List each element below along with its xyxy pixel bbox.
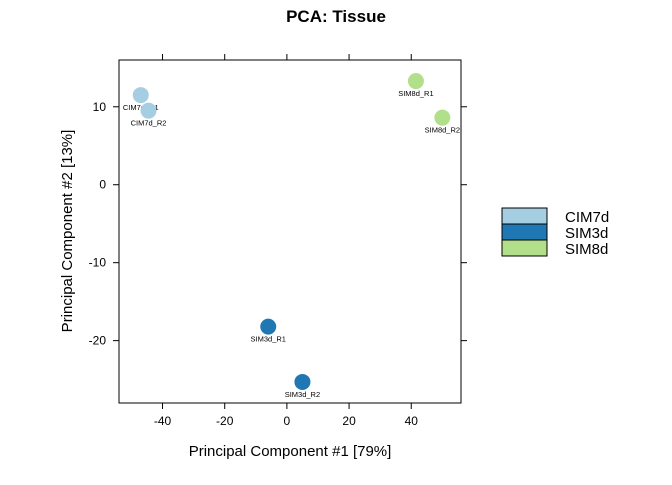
data-point [140,102,157,119]
x-tick-label: -40 [154,414,172,428]
data-point [407,73,424,90]
data-point [260,318,277,335]
point-label: SIM8d_R2 [425,126,460,135]
y-tick-label: 0 [99,178,106,192]
y-tick-label: -20 [89,334,107,348]
plot-frame [118,59,462,404]
data-point [294,373,311,390]
x-tick-label: 0 [284,414,291,428]
point-label: CIM7d_R1 [123,103,159,112]
legend-label: SIM3d [565,225,608,242]
legend-swatch [501,239,548,257]
y-tick-label: 10 [93,100,107,114]
data-points [132,73,451,390]
point-label: CIM7d_R2 [131,119,167,128]
legend-swatch [501,207,548,225]
y-axis-label: Principal Component #2 [13%] [59,130,76,333]
legend-label: SIM8d [565,241,608,258]
point-label: SIM3d_R2 [285,390,320,399]
legend-label: CIM7d [565,209,609,226]
chart-title: PCA: Tissue [286,7,386,26]
y-tick-label: -10 [89,256,107,270]
data-point [132,87,149,104]
legend-swatch [501,223,548,241]
x-tick-label: 40 [405,414,419,428]
data-point [434,109,451,126]
point-label: SIM8d_R1 [398,89,433,98]
axis-ticks: -40 -20 0 20 40 -20 -10 0 10 [89,54,467,428]
x-tick-label: 20 [342,414,356,428]
x-axis-label: Principal Component #1 [79%] [189,443,392,460]
x-tick-label: -20 [216,414,234,428]
point-labels: CIM7d_R1 CIM7d_R2 SIM3d_R1 SIM3d_R2 SIM8d_R1… [123,89,460,399]
point-label: SIM3d_R1 [251,335,286,344]
